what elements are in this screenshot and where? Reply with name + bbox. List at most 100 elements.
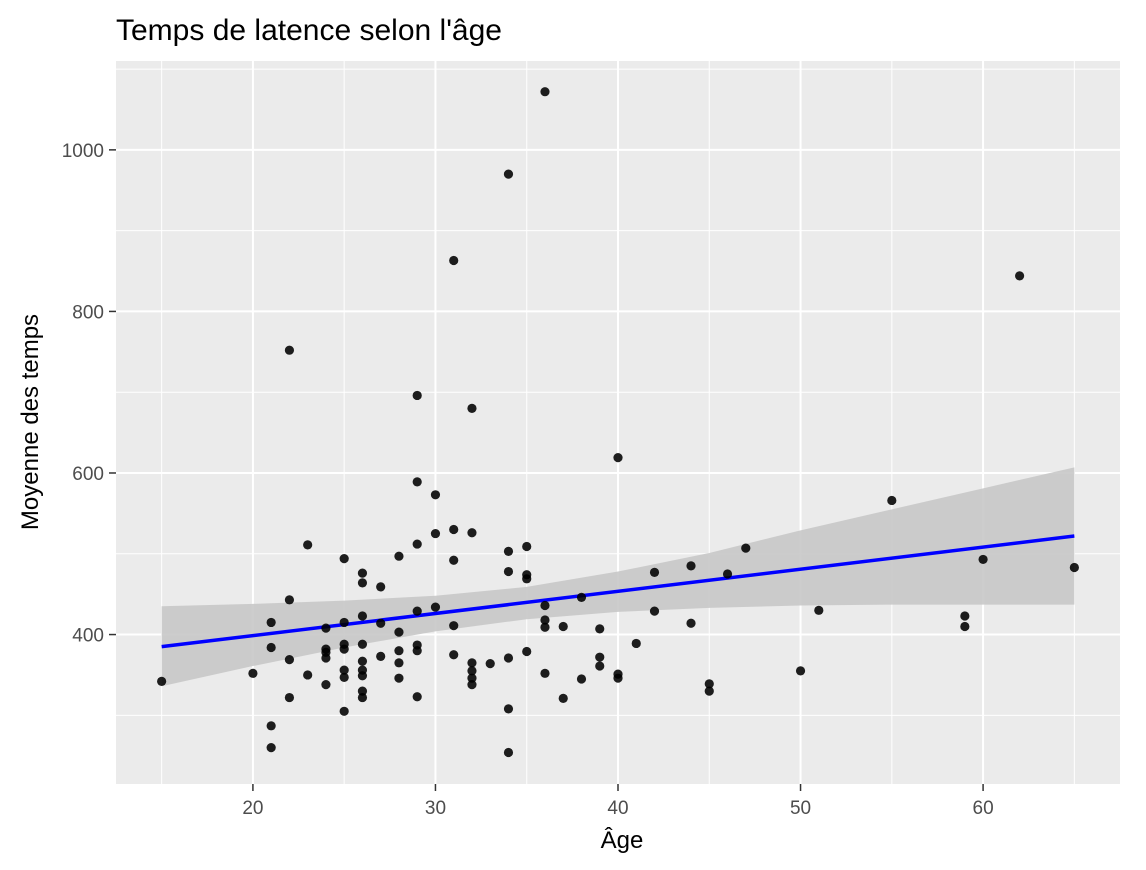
- data-point: [394, 627, 404, 637]
- data-point: [613, 673, 623, 683]
- y-tick-label: 800: [72, 302, 104, 323]
- data-point: [266, 642, 276, 653]
- data-point: [503, 704, 514, 714]
- data-point: [503, 653, 514, 663]
- data-point: [613, 453, 623, 463]
- data-point: [467, 680, 477, 690]
- data-point: [522, 541, 532, 552]
- data-point: [540, 668, 550, 678]
- data-point: [157, 676, 167, 687]
- data-point: [376, 582, 386, 592]
- data-point: [449, 555, 459, 565]
- data-point: [449, 621, 459, 631]
- data-point: [814, 605, 824, 615]
- data-point: [540, 622, 550, 632]
- data-point: [449, 650, 459, 660]
- data-point: [978, 554, 988, 565]
- x-axis-title: Âge: [601, 827, 644, 854]
- data-point: [412, 646, 422, 656]
- data-point: [430, 528, 441, 539]
- data-point: [394, 646, 404, 656]
- data-point: [430, 602, 441, 612]
- data-point: [522, 646, 532, 657]
- data-point: [960, 611, 970, 621]
- data-point: [1069, 562, 1079, 573]
- data-point: [467, 403, 477, 413]
- data-point: [558, 693, 568, 703]
- data-point: [412, 692, 422, 702]
- data-point: [686, 561, 696, 571]
- data-point: [412, 477, 422, 487]
- y-tick-label: 1000: [62, 141, 104, 162]
- data-point: [467, 528, 477, 538]
- data-point: [485, 659, 495, 669]
- data-point: [722, 569, 733, 579]
- data-point: [595, 652, 605, 662]
- x-axis: 20 30 40 50 60: [242, 784, 994, 819]
- data-point: [357, 639, 368, 649]
- data-point: [339, 644, 349, 654]
- y-axis: 400 600 800 1000: [62, 141, 116, 647]
- data-point: [339, 617, 349, 628]
- regression-line-layer: [161, 534, 1075, 649]
- data-point: [321, 680, 331, 690]
- data-point: [576, 674, 587, 684]
- x-tick-label: 20: [242, 798, 263, 819]
- data-point: [704, 686, 714, 696]
- data-point: [357, 578, 368, 588]
- confidence-band: [161, 467, 1075, 687]
- data-point: [339, 665, 349, 675]
- data-point: [284, 692, 295, 703]
- data-point: [394, 673, 404, 683]
- data-point: [522, 574, 532, 584]
- data-point: [376, 618, 386, 628]
- data-point: [357, 568, 368, 578]
- data-point: [339, 554, 349, 564]
- data-point: [503, 169, 514, 179]
- data-point: [503, 747, 514, 758]
- data-point: [357, 611, 368, 621]
- data-point: [394, 551, 404, 561]
- data-point: [686, 618, 696, 628]
- data-point: [1015, 271, 1025, 281]
- x-tick-label: 40: [607, 798, 628, 819]
- data-point: [540, 87, 550, 97]
- data-point: [412, 606, 422, 616]
- data-point: [321, 623, 331, 633]
- data-point: [503, 566, 514, 577]
- data-point: [376, 651, 386, 661]
- data-point: [576, 592, 587, 602]
- data-point: [540, 615, 550, 625]
- data-point: [558, 621, 568, 632]
- data-point: [303, 670, 313, 680]
- data-point: [540, 600, 550, 611]
- data-point: [357, 656, 368, 666]
- data-point: [357, 686, 368, 696]
- y-tick-label: 400: [72, 626, 104, 647]
- data-point: [467, 658, 477, 668]
- data-point: [412, 390, 422, 401]
- data-point: [741, 543, 751, 553]
- x-tick-label: 60: [973, 798, 994, 819]
- data-point: [248, 668, 258, 678]
- data-point: [303, 540, 313, 550]
- data-point: [357, 671, 368, 681]
- data-point: [357, 692, 368, 703]
- data-point: [412, 539, 422, 549]
- data-point: [321, 653, 331, 663]
- data-point: [266, 721, 276, 731]
- data-point: [339, 672, 349, 682]
- data-point: [887, 495, 897, 506]
- data-point: [449, 524, 459, 535]
- data-point: [649, 606, 660, 616]
- data-point: [704, 679, 714, 689]
- data-point: [339, 706, 349, 716]
- data-point: [631, 638, 641, 649]
- points-layer: [157, 87, 1079, 758]
- data-point: [284, 595, 295, 605]
- x-tick-label: 30: [425, 798, 446, 819]
- data-point: [467, 666, 477, 676]
- data-point: [595, 661, 605, 671]
- data-point: [394, 658, 404, 668]
- data-point: [284, 345, 295, 355]
